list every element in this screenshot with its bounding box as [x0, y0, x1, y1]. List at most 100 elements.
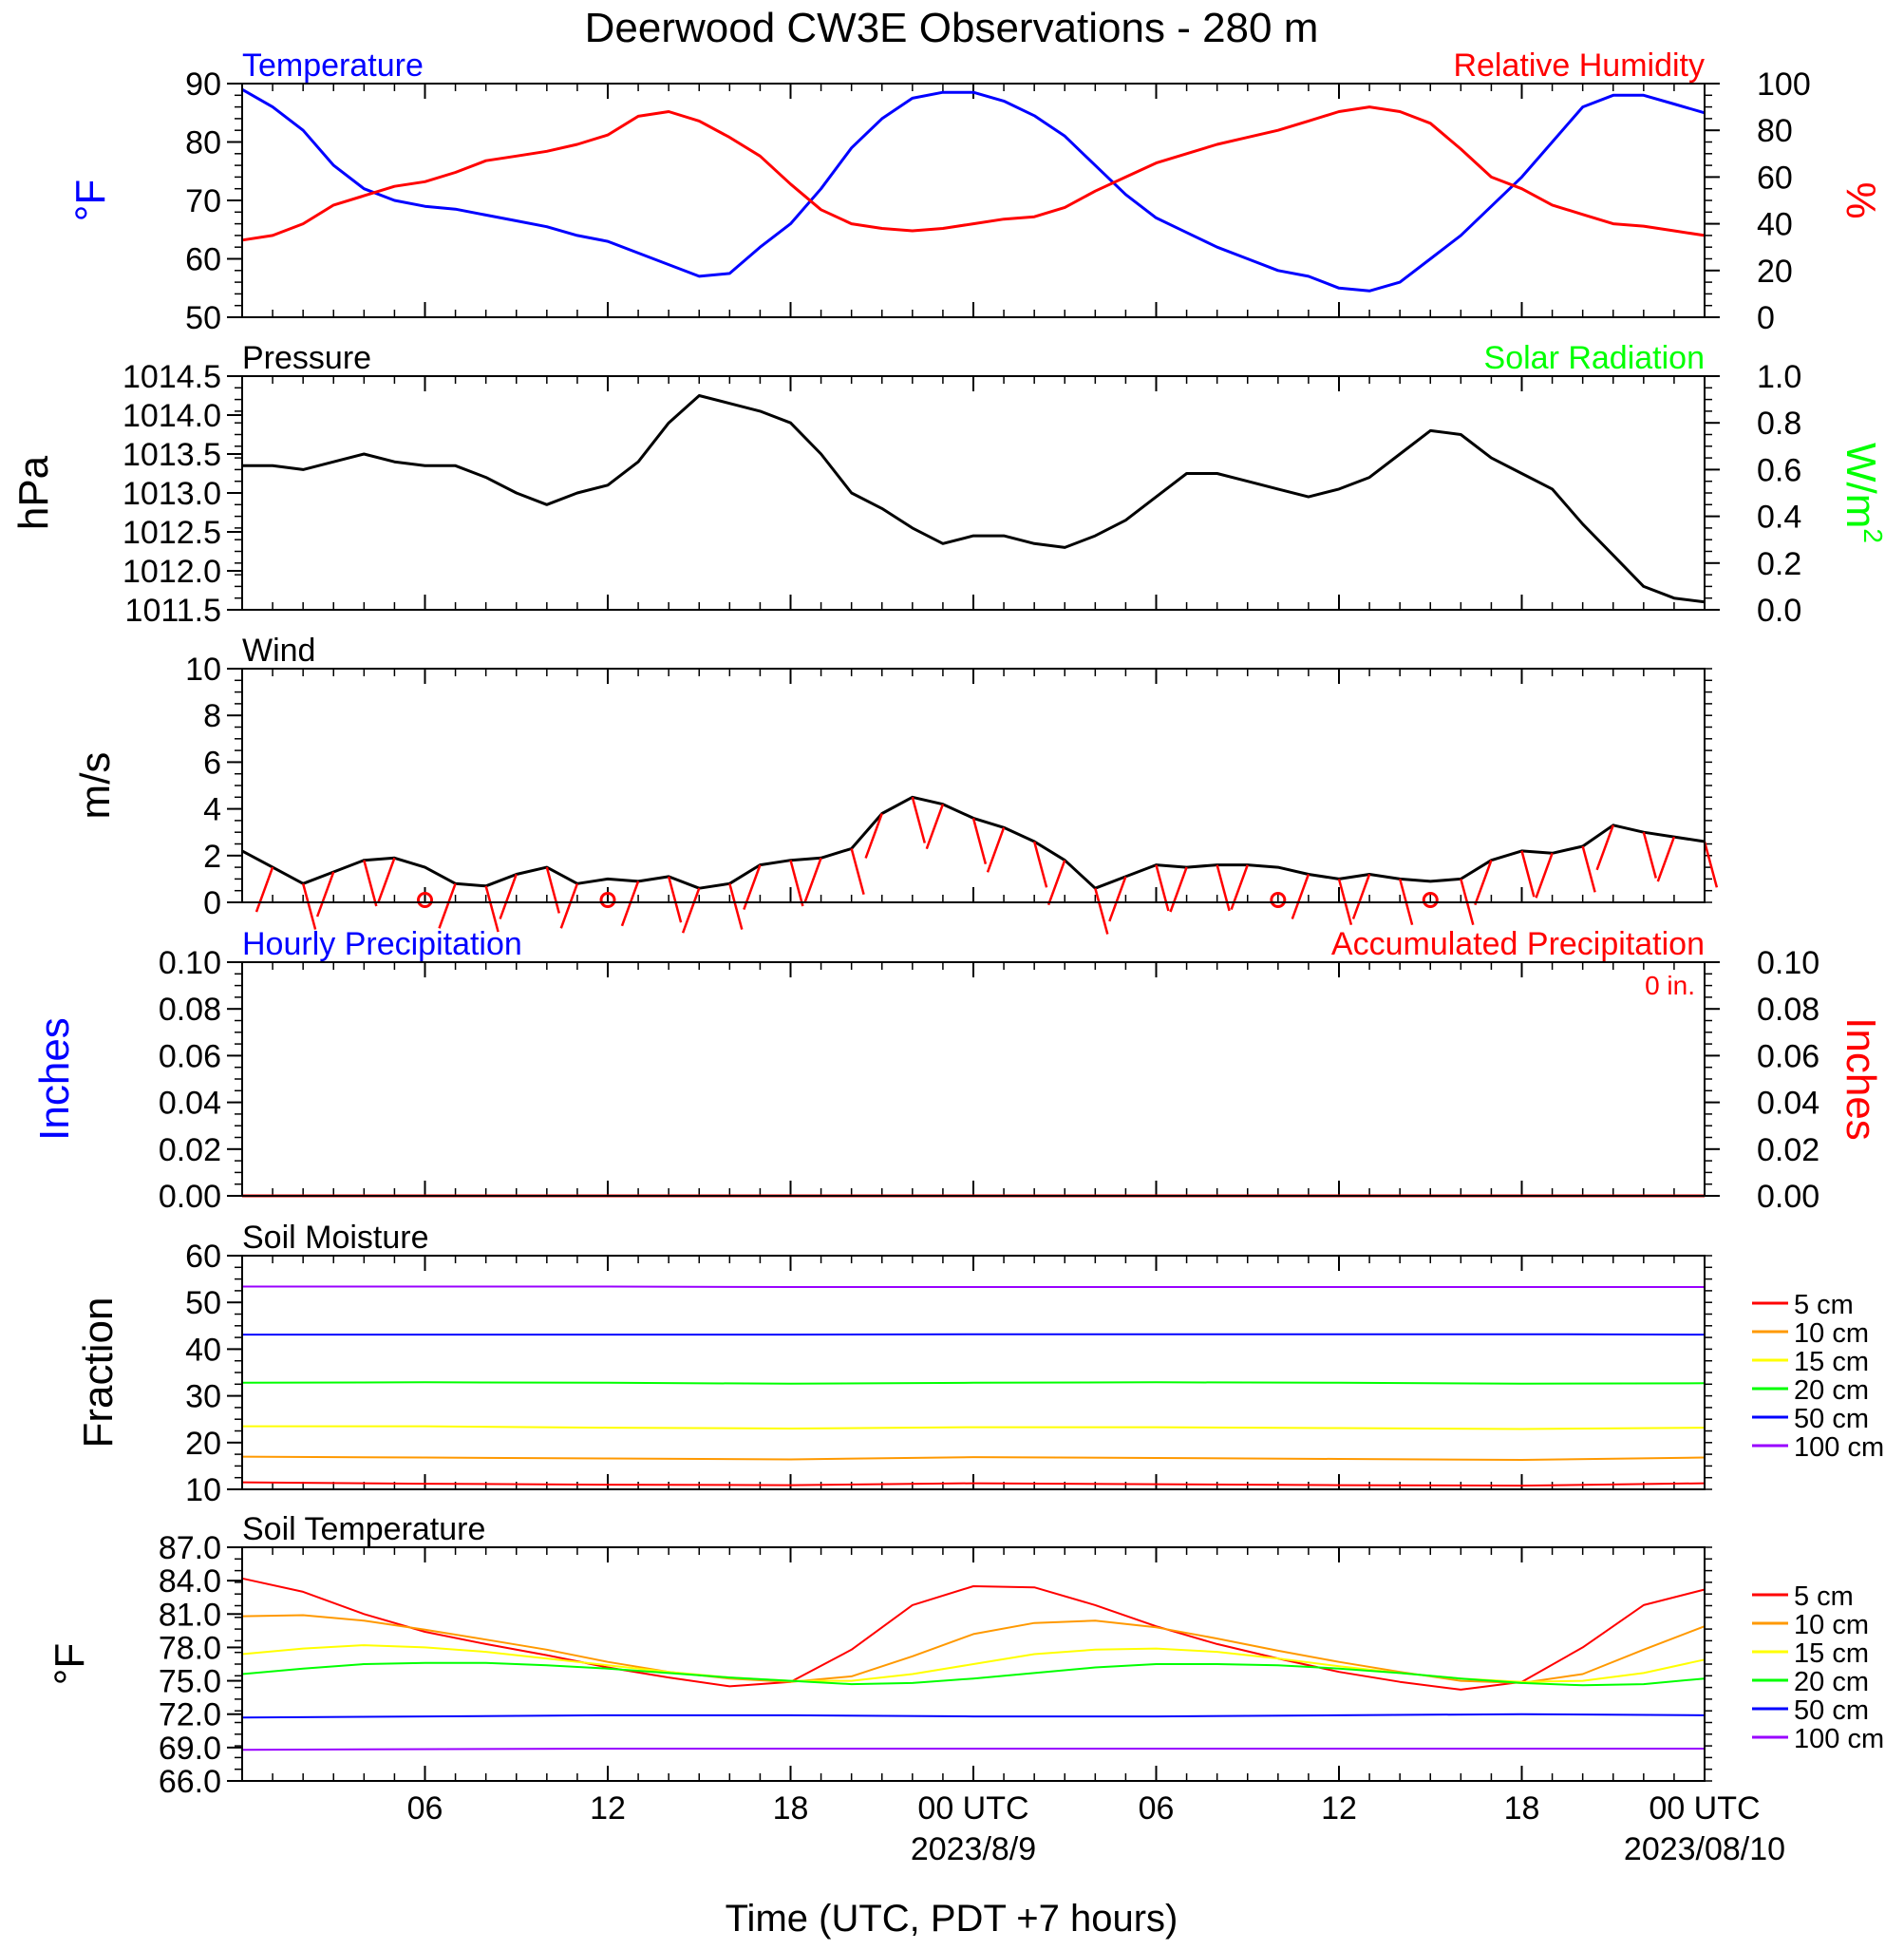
y-tick-label: 0.06 [159, 1038, 221, 1074]
series-line-10-cm [241, 1614, 1706, 1684]
wind-barb [1169, 866, 1188, 913]
wind-barb [728, 882, 744, 930]
legend-label: 20 cm [1794, 1375, 1869, 1406]
panel-title-right: Relative Humidity [1453, 47, 1705, 84]
y-tick-label: 80 [185, 125, 221, 161]
y-tick-label: 50 [185, 1285, 221, 1321]
series-line-temperature [241, 87, 1706, 293]
y-tick-label: 90 [185, 66, 221, 103]
series-line-50-cm [241, 1713, 1706, 1719]
panel-title-left: Hourly Precipitation [242, 926, 522, 962]
legend-label: 100 cm [1794, 1724, 1884, 1754]
calm-wind-marker [1270, 892, 1287, 909]
wind-barb [1535, 852, 1554, 899]
wind-barb [254, 866, 274, 913]
figure-title: Deerwood CW3E Observations - 280 m [585, 5, 1319, 51]
legend-label: 20 cm [1794, 1667, 1869, 1697]
series-line-100-cm [241, 1748, 1705, 1751]
calm-wind-marker [417, 892, 433, 909]
y-axis-label-right: % [1838, 181, 1884, 218]
plot-frame [241, 1546, 1706, 1782]
y-tick-label: 60 [185, 242, 221, 278]
panel-soil-temperature: 66.069.072.075.078.081.084.087.0 Soil Tem… [47, 1511, 1884, 1800]
y-tick-label: 20 [185, 1426, 221, 1462]
y-right-tick-label: 0.08 [1757, 992, 1819, 1028]
wind-barb [620, 880, 640, 927]
wind-barb [1351, 874, 1371, 919]
wind-barb [1656, 836, 1676, 882]
y-right-tick-label: 0 [1757, 300, 1775, 336]
wind-barb [1046, 860, 1066, 906]
x-tick-label: 18 [773, 1790, 809, 1827]
calm-wind-marker [599, 892, 616, 909]
y-axis-label-left: m/s [72, 752, 119, 820]
panel-title-left: Temperature [242, 47, 424, 84]
y-tick-label: 10 [185, 1472, 221, 1508]
wind-barb [850, 848, 865, 896]
y-tick-label: 75.0 [159, 1664, 221, 1700]
series-line-20-cm [241, 1661, 1706, 1687]
wind-barb [789, 860, 804, 907]
x-tick-label: 00 UTC [1649, 1790, 1760, 1827]
x-tick-date-label: 2023/08/10 [1624, 1831, 1785, 1867]
y-tick-label: 10 [185, 652, 221, 688]
x-tick-label: 06 [1139, 1790, 1175, 1827]
y-tick-label: 72.0 [159, 1697, 221, 1733]
y-tick-label: 0 [203, 885, 221, 921]
plot-frame [241, 83, 1706, 318]
wind-barb [1595, 824, 1614, 871]
y-tick-label: 0.08 [159, 992, 221, 1028]
y-tick-label: 84.0 [159, 1563, 221, 1600]
legend-label: 10 cm [1794, 1318, 1869, 1349]
wind-barb [559, 882, 579, 929]
y-tick-label: 66.0 [159, 1764, 221, 1800]
wind-barb [803, 857, 822, 903]
panel-title-left: Wind [242, 633, 315, 669]
y-tick-label: 69.0 [159, 1731, 221, 1767]
y-right-tick-label: 0.4 [1757, 500, 1801, 536]
time-axis: 06 12 18 00 UTC 2023/8/9 06 12 18 00 UTC 2023/08/… [407, 1790, 1786, 1867]
y-tick-label: 70 [185, 183, 221, 219]
y-axis-label-superscript: 2 [1858, 528, 1888, 543]
series-line-15-cm [242, 1425, 1706, 1430]
y-tick-label: 4 [203, 792, 221, 828]
panel-wind: 0 2 4 6 8 10 Wind m/s [72, 633, 1719, 935]
wind-barb [484, 885, 500, 933]
x-tick-label: 12 [1321, 1790, 1357, 1827]
wind-barb [1520, 850, 1536, 898]
y-tick-label: 0.10 [159, 945, 221, 981]
series-line-relative-humidity [241, 105, 1706, 242]
wind-barb [1642, 831, 1658, 879]
y-tick-label: 81.0 [159, 1597, 221, 1633]
y-tick-label: 8 [203, 698, 221, 734]
legend-label: 15 cm [1794, 1638, 1869, 1669]
y-right-tick-label: 0.10 [1757, 945, 1819, 981]
series-line-5-cm [241, 1577, 1706, 1691]
accumulated-total-label: 0 in. [1645, 971, 1695, 1000]
panel-title-left: Soil Temperature [242, 1511, 485, 1547]
y-tick-label: 50 [185, 300, 221, 336]
wind-barb [925, 804, 945, 850]
y-tick-label: 78.0 [159, 1630, 221, 1666]
y-tick-label: 40 [185, 1332, 221, 1368]
legend-label: 50 cm [1794, 1404, 1869, 1434]
y-right-tick-label: 0.04 [1757, 1086, 1819, 1122]
x-tick-label: 00 UTC [917, 1790, 1028, 1827]
series-line-5-cm [241, 1481, 1706, 1487]
wind-barb [667, 876, 683, 923]
wind-barb [864, 813, 883, 859]
y-axis-label-right: Inches [1838, 1017, 1884, 1141]
wind-barb [1474, 860, 1493, 906]
y-tick-label: 1012.5 [123, 515, 221, 551]
x-tick-label: 18 [1504, 1790, 1540, 1827]
wind-barb [1291, 874, 1310, 919]
y-tick-label: 1012.0 [123, 554, 221, 590]
wind-barb [1108, 876, 1127, 922]
y-axis-label-left: Fraction [75, 1297, 122, 1448]
y-right-tick-label: 0.06 [1757, 1038, 1819, 1074]
x-tick-label: 06 [407, 1790, 443, 1827]
wind-barb [1581, 845, 1596, 893]
legend-label: 5 cm [1794, 1581, 1854, 1612]
